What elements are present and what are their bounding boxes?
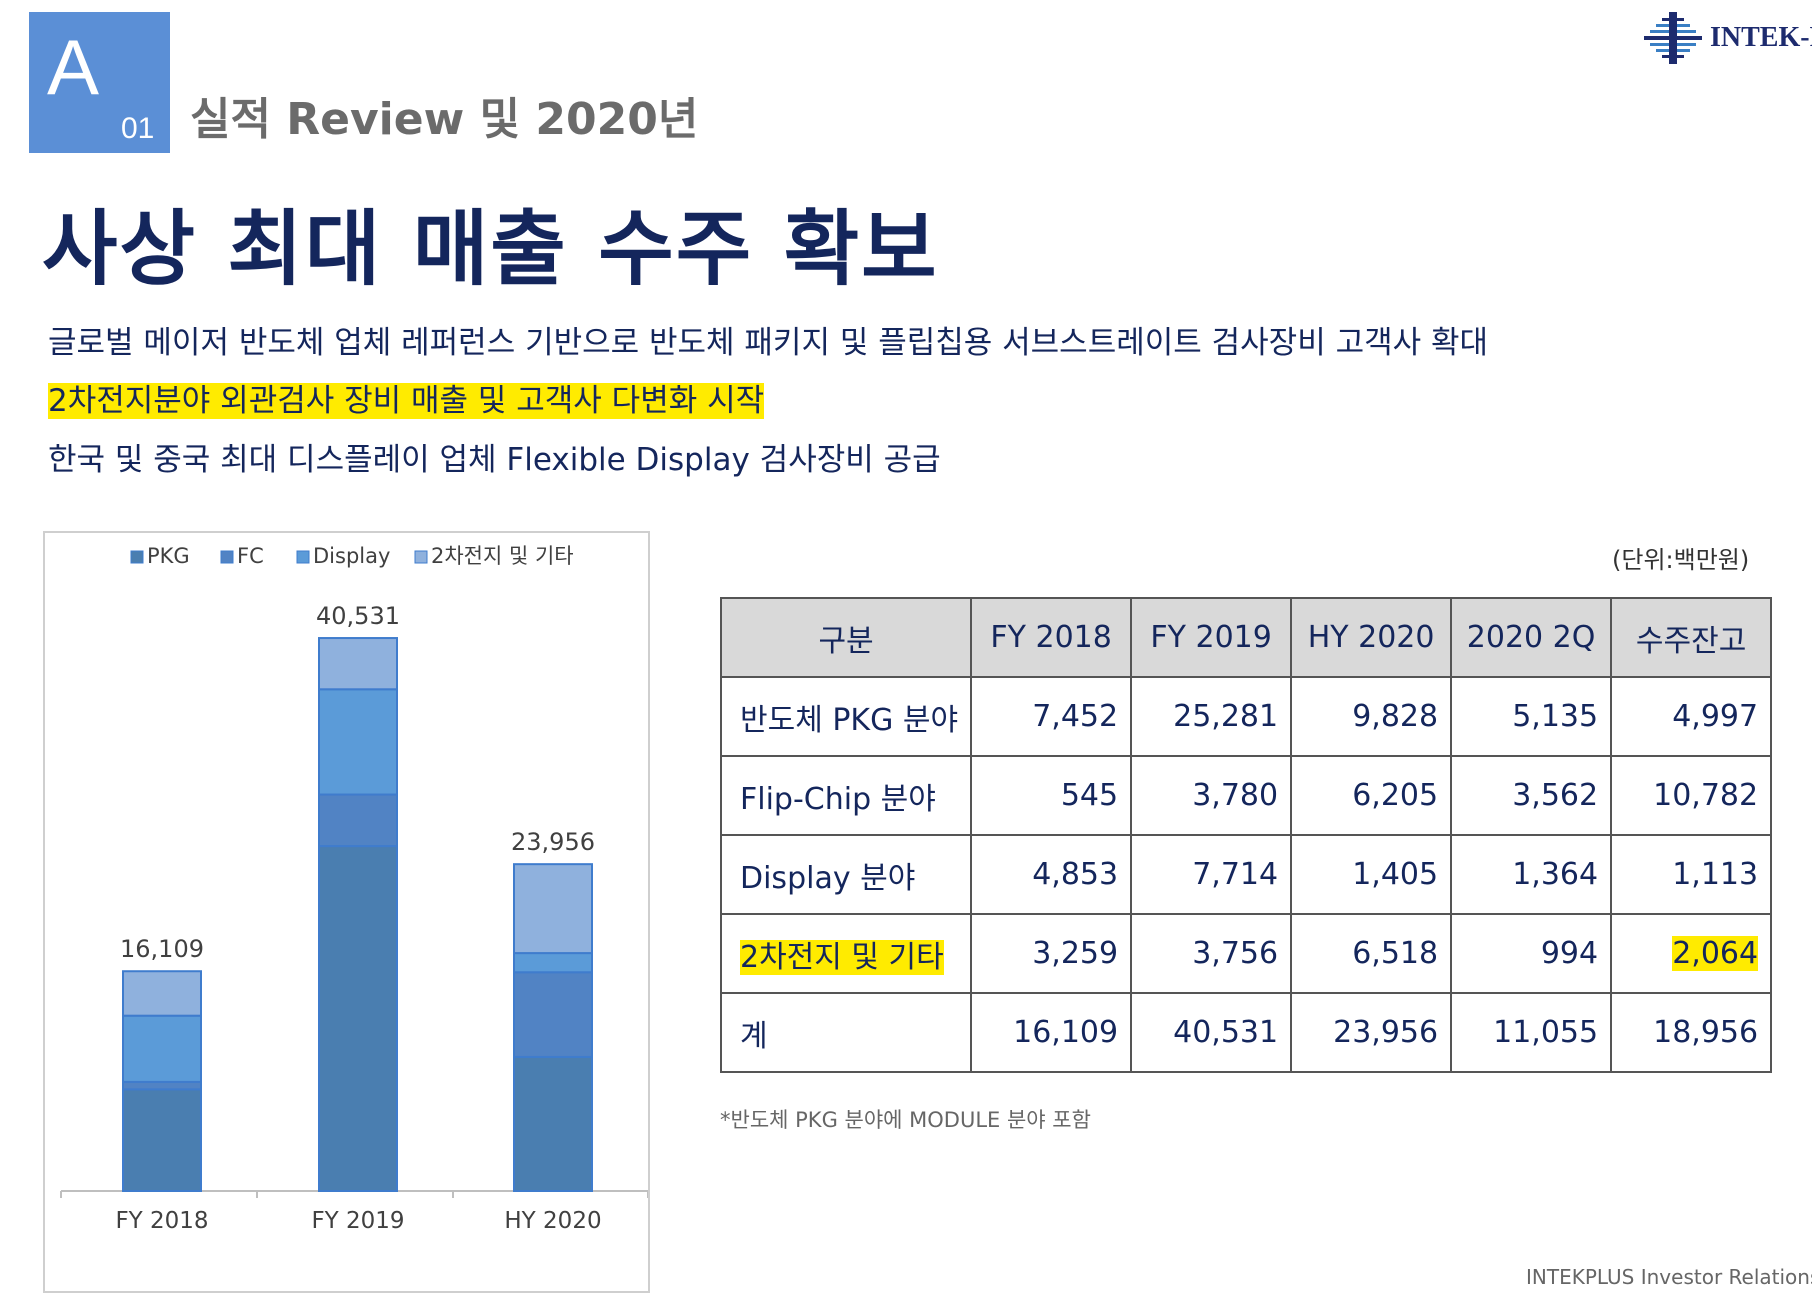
cell: 23,956 <box>1290 992 1453 1073</box>
cell: 6,518 <box>1290 913 1453 994</box>
cell: 2,064 <box>1610 913 1773 994</box>
bullet-3: 한국 및 중국 최대 디스플레이 업체 Flexible Display 검사장… <box>48 442 941 478</box>
table-footnote: *반도체 PKG 분야에 MODULE 분야 포함 <box>720 1108 1091 1132</box>
cell: 994 <box>1450 913 1613 994</box>
cell: 5,135 <box>1450 676 1613 757</box>
cell: 1,405 <box>1290 834 1453 915</box>
footer-text: INTEKPLUS Investor Relations <box>1526 1265 1812 1289</box>
bullet-2: 2차전지분야 외관검사 장비 매출 및 고객사 다변화 시작 <box>48 383 765 420</box>
bar-segment-PKG <box>513 1055 593 1193</box>
cell: 545 <box>970 755 1133 836</box>
cell: 3,259 <box>970 913 1133 994</box>
legend-label: Display <box>313 544 390 568</box>
legend-swatch <box>414 550 428 564</box>
section-title: 실적 Review 및 2020년 <box>190 94 699 145</box>
cell: 3,562 <box>1450 755 1613 836</box>
cell: 9,828 <box>1290 676 1453 757</box>
cell: 7,714 <box>1130 834 1293 915</box>
cell: 7,452 <box>970 676 1133 757</box>
table-row: Display 분야 4,853 7,714 1,405 1,364 1,113 <box>719 834 1773 915</box>
revenue-chart: 16,109 FY 2018 40,531 FY 2019 23,956 HY 2020 P… <box>43 531 650 1293</box>
backlog-highlight: 2,064 <box>1672 936 1759 971</box>
headline: 사상 최대 매출 수주 확보 <box>42 202 939 297</box>
bar-segment-2차전지-및-기타 <box>513 863 593 955</box>
table-row: 계 16,109 40,531 23,956 11,055 18,956 <box>719 992 1773 1073</box>
cell: 11,055 <box>1450 992 1613 1073</box>
header-backlog: 수주잔고 <box>1610 597 1773 678</box>
table-row: 2차전지 및 기타 3,259 3,756 6,518 994 2,064 <box>719 913 1773 994</box>
cell: 40,531 <box>1130 992 1293 1073</box>
legend-label: 2차전지 및 기타 <box>431 544 574 568</box>
stacked-bar-chart: 16,109 FY 2018 40,531 FY 2019 23,956 HY 2020 P… <box>60 544 648 1234</box>
unit-label: (단위:백만원) <box>1612 546 1750 574</box>
cell: 10,782 <box>1610 755 1773 836</box>
cell: 1,113 <box>1610 834 1773 915</box>
cell: 25,281 <box>1130 676 1293 757</box>
row-label: Flip-Chip 분야 <box>719 755 973 836</box>
bar-segment-Display <box>122 1014 202 1083</box>
bar-segment-2차전지-및-기타 <box>122 970 202 1017</box>
header-2020-2q: 2020 2Q <box>1450 597 1613 678</box>
x-tick-label: HY 2020 <box>504 1208 601 1234</box>
bar-segment-PKG <box>122 1088 202 1193</box>
cell: 18,956 <box>1610 992 1773 1073</box>
bullet-1: 글로벌 메이저 반도체 업체 레퍼런스 기반으로 반도체 패키지 및 플립칩용 … <box>48 325 1489 361</box>
legend-swatch <box>296 550 310 564</box>
legend-swatch <box>220 550 234 564</box>
row-label: 반도체 PKG 분야 <box>719 676 973 757</box>
section-number: 01 <box>121 112 155 145</box>
bar-segment-Display <box>318 688 398 796</box>
x-tick-label: FY 2018 <box>115 1208 208 1234</box>
company-logo: INTEK-P <box>1644 12 1812 64</box>
cell: 3,756 <box>1130 913 1293 994</box>
bar-segment-FC <box>318 793 398 848</box>
cell: 4,853 <box>970 834 1133 915</box>
table-row: Flip-Chip 분야 545 3,780 6,205 3,562 10,78… <box>719 755 1773 836</box>
bar-segment-Display <box>513 952 593 974</box>
table-header-row: 구분 FY 2018 FY 2019 HY 2020 2020 2Q 수주잔고 <box>719 597 1773 678</box>
header-hy2020: HY 2020 <box>1290 597 1453 678</box>
data-label-total: 23,956 <box>511 828 595 856</box>
data-label-total: 40,531 <box>316 602 400 630</box>
bullet-2-highlight: 2차전지분야 외관검사 장비 매출 및 고객사 다변화 시작 <box>48 383 765 419</box>
legend-label: FC <box>237 544 264 568</box>
row-label: 계 <box>719 992 973 1073</box>
cell: 3,780 <box>1130 755 1293 836</box>
bar-segment-2차전지-및-기타 <box>318 637 398 691</box>
cell: 1,364 <box>1450 834 1613 915</box>
x-tick-label: FY 2019 <box>311 1208 404 1234</box>
table-row: 반도체 PKG 분야 7,452 25,281 9,828 5,135 4,99… <box>719 676 1773 757</box>
legend-label: PKG <box>147 544 190 568</box>
bar-segment-FC <box>122 1080 202 1091</box>
row-label: 2차전지 및 기타 <box>719 913 973 994</box>
bar-segment-PKG <box>318 845 398 1192</box>
data-label-total: 16,109 <box>120 935 204 963</box>
section-badge: A 01 <box>29 12 170 153</box>
cell: 6,205 <box>1290 755 1453 836</box>
revenue-table: 구분 FY 2018 FY 2019 HY 2020 2020 2Q 수주잔고 … <box>719 597 1773 1073</box>
logo-mark-icon <box>1644 12 1702 64</box>
legend-swatch <box>130 550 144 564</box>
header-fy2018: FY 2018 <box>970 597 1133 678</box>
header-fy2019: FY 2019 <box>1130 597 1293 678</box>
bar-segment-FC <box>513 971 593 1058</box>
header-category: 구분 <box>719 597 973 678</box>
row-label: Display 분야 <box>719 834 973 915</box>
cell: 4,997 <box>1610 676 1773 757</box>
logo-text: INTEK-P <box>1710 22 1812 53</box>
cell: 16,109 <box>970 992 1133 1073</box>
section-letter: A <box>47 23 100 111</box>
row-label-highlight: 2차전지 및 기타 <box>740 939 944 975</box>
